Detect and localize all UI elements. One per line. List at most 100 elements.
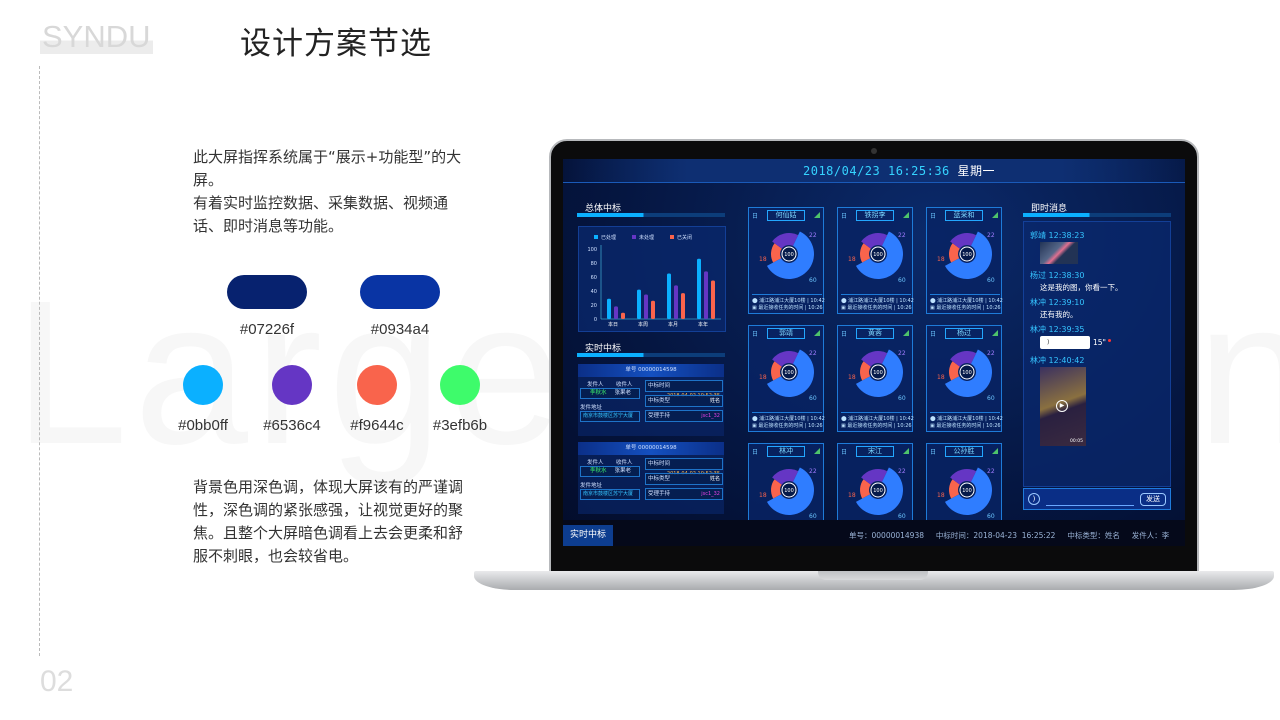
staff-name: 何仙姑 (767, 210, 805, 221)
segment-label: 60 (987, 277, 995, 284)
order-field-label: 中标时间 (648, 461, 671, 467)
order-field-label: 受理手持 (648, 491, 671, 497)
address-value: 南京市鼓楼区苏宁大厦 (580, 489, 640, 500)
segment-label: 22 (809, 468, 817, 475)
bar (637, 289, 641, 319)
legend-marker (594, 235, 598, 239)
x-tick-label: 本日 (608, 321, 618, 328)
rose-segment (855, 231, 903, 279)
rose-segment (861, 233, 888, 249)
voice-message-bubble[interactable]: ) (1040, 336, 1090, 349)
send-button[interactable]: 发送 (1140, 493, 1166, 506)
address-label: 发件地址 (580, 483, 603, 489)
staff-card[interactable]: 日 杨过 100 22 18 60 ⬤ 浦江路浦江大厦10楼 | 10:42 ▣ 最近接收任务… (926, 325, 1003, 432)
rose-segment (772, 233, 799, 249)
rose-chart: 100 22 18 60 (848, 231, 906, 284)
message-image-thumbnail[interactable] (1040, 242, 1078, 264)
message-input[interactable] (1046, 505, 1134, 506)
bar (621, 312, 625, 319)
signal-icon (814, 448, 820, 454)
accent-swatch (272, 365, 312, 405)
address-label: 发件地址 (580, 405, 603, 411)
primary-swatch (227, 275, 307, 309)
message-text: 还有我的。 (1040, 310, 1078, 319)
accent-swatch (440, 365, 480, 405)
play-icon[interactable]: ▶ (1056, 400, 1068, 412)
staff-name: 宋江 (856, 446, 894, 457)
color-hex-label: #3efb6b (432, 417, 488, 434)
order-field-row: 中标时间2018-04-02 10:52:35 (645, 380, 723, 399)
staff-card[interactable]: 日 郭靖 100 22 18 60 ⬤ 浦江路浦江大厦10楼 | 10:42 ▣ 最近接收任务… (748, 325, 825, 432)
overall-panel-title: 总体中标 (585, 204, 622, 214)
total-value: 100 (784, 488, 794, 494)
task-time-line: ▣ 最近接收任务的时间 | 10:26 (841, 305, 912, 311)
center-ring (870, 364, 886, 380)
center-ring (959, 482, 975, 498)
staff-name: 蓝采和 (945, 210, 983, 221)
day-label: 日 (841, 331, 848, 338)
segment-label: 22 (809, 350, 817, 357)
datetime: 2018/04/23 16:25:36 星期一 (803, 162, 995, 179)
message-input-bar: ) 发送 (1023, 488, 1171, 510)
order-card: 单号 00000014598 发件人 收件人 李秋水 张果老 发件地址 南京市鼓楼区苏宁大厦… (578, 442, 724, 514)
staff-name: 公孙胜 (945, 446, 983, 457)
day-label: 日 (841, 449, 848, 456)
x-tick-label: 本周 (638, 321, 648, 328)
order-field-value: jsc1_32 (701, 413, 720, 419)
dashboard-header (563, 159, 1185, 183)
order-field-row: 中标时间2018-04-02 10:52:35 (645, 458, 723, 477)
message-sender: 杨过 (1030, 271, 1049, 280)
staff-card[interactable]: 日 铁拐李 100 22 18 60 ⬤ 浦江路浦江大厦10楼 | 10:42 ▣ 最近接收任… (837, 207, 914, 314)
staff-card[interactable]: 日 黄蓉 100 22 18 60 ⬤ 浦江路浦江大厦10楼 | 10:42 ▣ 最近接收任务… (837, 325, 914, 432)
rose-segment (944, 467, 992, 515)
message-time: 12:39:10 (1048, 298, 1085, 307)
order-field-label: 中标类型 (648, 398, 671, 404)
segment-label: 18 (759, 374, 767, 381)
task-time-line: ▣ 最近接收任务的时间 | 10:26 (752, 423, 823, 429)
staff-card[interactable]: 日 何仙姑 100 22 18 60 ⬤ 浦江路浦江大厦10楼 | 10:42 ▣ 最近接收任… (748, 207, 825, 314)
day-label: 日 (930, 331, 937, 338)
message-header: 林冲 12:39:35 (1030, 324, 1084, 335)
voice-toggle-icon[interactable]: ) (1028, 493, 1040, 505)
legend-label: 已处理 (601, 234, 616, 241)
segment-label: 60 (898, 513, 906, 520)
footer-tab-realtime[interactable]: 实时中标 (563, 525, 613, 546)
signal-icon (992, 212, 998, 218)
total-value: 100 (962, 252, 972, 258)
sender-label: 发件人 (587, 460, 604, 466)
total-value: 100 (873, 488, 883, 494)
staff-card[interactable]: 日 蓝采和 100 22 18 60 ⬤ 浦江路浦江大厦10楼 | 10:42 ▣ 最近接收任… (926, 207, 1003, 314)
unread-dot (1108, 339, 1111, 342)
staff-name: 林冲 (767, 446, 805, 457)
message-list[interactable]: 郭靖 12:38:23 杨过 12:38:30 这是我的图，你看一下。 林冲 12:3… (1023, 221, 1171, 487)
accent-swatch (357, 365, 397, 405)
message-header: 郭靖 12:38:23 (1030, 230, 1084, 241)
task-time-line: ▣ 最近接收任务的时间 | 10:26 (752, 305, 823, 311)
signal-icon (992, 448, 998, 454)
description-1: 此大屏指挥系统属于“展示+功能型”的大屏。 (193, 148, 462, 189)
rose-chart: 100 22 18 60 (937, 231, 995, 284)
segment-label: 18 (848, 256, 856, 263)
rose-chart: 100 22 18 60 (759, 467, 817, 520)
rose-segment (950, 351, 977, 367)
order-field-value: 姓名 (709, 476, 720, 482)
location-line: ⬤ 浦江路浦江大厦10楼 | 10:42 (930, 412, 1003, 422)
segment-label: 18 (937, 492, 945, 499)
segment-label: 60 (898, 277, 906, 284)
rose-segment (766, 349, 814, 397)
y-tick-label: 40 (591, 289, 597, 295)
x-tick-label: 本年 (698, 321, 708, 328)
signal-icon (992, 330, 998, 336)
order-field-row: 受理手持 jsc1_32 (645, 488, 723, 500)
color-hex-label: #07226f (239, 321, 295, 338)
video-message-thumbnail[interactable]: ▶ 00:05 (1040, 367, 1086, 446)
bar (711, 280, 715, 319)
rose-segment (855, 349, 903, 397)
weekday-text: 星期一 (957, 164, 996, 178)
sender-name: 李秋水 (590, 468, 607, 474)
bar (614, 306, 618, 319)
location-line: ⬤ 浦江路浦江大厦10楼 | 10:42 (930, 294, 1003, 304)
legend-label: 未处理 (639, 234, 654, 241)
message-sender: 林冲 (1030, 356, 1049, 365)
total-value: 100 (784, 252, 794, 258)
